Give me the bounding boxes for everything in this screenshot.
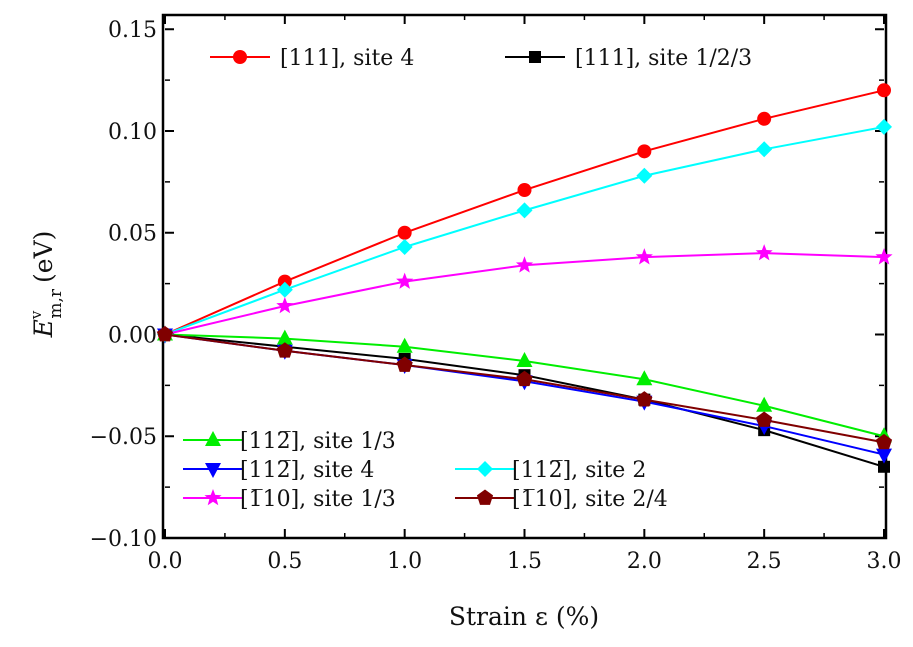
x-axis-label: Strain ε (%) bbox=[449, 602, 599, 631]
data-point bbox=[516, 351, 533, 367]
data-point bbox=[636, 167, 653, 184]
legend-marker bbox=[476, 489, 494, 505]
data-point bbox=[756, 141, 773, 158]
y-tick-label: −0.10 bbox=[90, 527, 157, 552]
data-point bbox=[875, 433, 893, 450]
x-tick-label: 2.0 bbox=[627, 549, 662, 574]
data-point bbox=[877, 83, 891, 98]
legend-label: [112̅], site 4 bbox=[240, 458, 374, 483]
legend-label: [111], site 1/2/3 bbox=[575, 46, 752, 71]
y-tick-label: 0.05 bbox=[108, 222, 157, 247]
data-point bbox=[637, 144, 652, 159]
legend-marker bbox=[529, 51, 541, 63]
series-4 bbox=[157, 118, 892, 343]
data-point bbox=[156, 325, 174, 342]
data-point bbox=[516, 202, 533, 219]
legend-label: [1̅10], site 1/3 bbox=[240, 487, 396, 512]
y-tick-label: 0.10 bbox=[108, 120, 157, 145]
y-label-sup: v bbox=[27, 310, 45, 320]
data-point bbox=[517, 183, 532, 198]
data-point bbox=[276, 281, 293, 298]
y-label-unit: (eV) bbox=[29, 231, 58, 283]
data-point bbox=[396, 238, 413, 255]
y-axis-label: Evm,r (eV) bbox=[27, 231, 66, 339]
series-5 bbox=[156, 244, 893, 342]
series-line bbox=[164, 125, 885, 336]
legend-marker bbox=[205, 431, 221, 446]
data-point bbox=[756, 396, 773, 412]
y-label-sub: m,r bbox=[46, 288, 66, 319]
data-point bbox=[757, 111, 772, 126]
legend-entry: [111], site 4 bbox=[210, 46, 414, 71]
legend-marker bbox=[205, 463, 221, 478]
data-point bbox=[756, 411, 773, 427]
data-point bbox=[396, 337, 413, 353]
y-tick-label: −0.05 bbox=[90, 425, 157, 450]
legend-entry: [111], site 1/2/3 bbox=[505, 46, 752, 71]
x-tick-label: 3.0 bbox=[867, 549, 902, 574]
series-6 bbox=[156, 325, 893, 450]
legend-entry: [1̅10], site 1/3 bbox=[183, 487, 396, 512]
data-point bbox=[635, 248, 653, 265]
legend-marker bbox=[477, 461, 493, 477]
legend-entry: [112̅], site 1/3 bbox=[183, 429, 396, 454]
data-point bbox=[276, 329, 293, 345]
legend-label: [1̅10], site 2/4 bbox=[512, 487, 668, 512]
series-lines bbox=[156, 83, 893, 473]
data-point bbox=[876, 118, 892, 135]
x-tick-label: 1.0 bbox=[387, 549, 422, 574]
legend-entry: [112̅], site 2 bbox=[455, 458, 646, 483]
legend-marker bbox=[233, 50, 247, 64]
data-point bbox=[516, 370, 533, 387]
y-label-main: E bbox=[29, 319, 58, 338]
x-tick-label: 0.5 bbox=[267, 549, 302, 574]
data-point bbox=[876, 448, 892, 464]
legend-label: [111], site 4 bbox=[280, 46, 414, 71]
legend: [111], site 4 [111], site 1/2/3 [112̅], si… bbox=[183, 46, 752, 512]
data-point bbox=[875, 248, 893, 265]
x-tick-label: 0.0 bbox=[148, 549, 183, 574]
data-point bbox=[396, 272, 414, 289]
axes: 0.0 0.5 1.0 1.5 2.0 2.5 3.0 −0.10 −0.05 0.00 0.05 0… bbox=[90, 13, 902, 574]
legend-marker bbox=[204, 489, 222, 506]
legend-label: [112̅], site 2 bbox=[512, 458, 646, 483]
data-point bbox=[396, 356, 413, 372]
legend-label: [112̅], site 1/3 bbox=[240, 429, 396, 454]
data-point bbox=[515, 256, 534, 273]
data-point bbox=[276, 297, 294, 314]
data-point bbox=[397, 225, 412, 240]
data-point bbox=[277, 274, 292, 289]
y-tick-label: 0.15 bbox=[108, 18, 157, 43]
svg-text:Evm,r(eV): Evm,r (eV) bbox=[27, 231, 66, 339]
data-point bbox=[878, 460, 890, 473]
x-tick-label: 1.5 bbox=[507, 549, 542, 574]
legend-entry: [1̅10], site 2/4 bbox=[455, 487, 668, 512]
x-tick-label: 2.5 bbox=[747, 549, 782, 574]
y-tick-label: 0.00 bbox=[108, 323, 157, 348]
data-point bbox=[755, 244, 773, 261]
data-point bbox=[276, 342, 293, 358]
data-point bbox=[636, 370, 653, 386]
legend-entry: [112̅], site 4 bbox=[183, 458, 374, 483]
data-point bbox=[636, 391, 653, 407]
